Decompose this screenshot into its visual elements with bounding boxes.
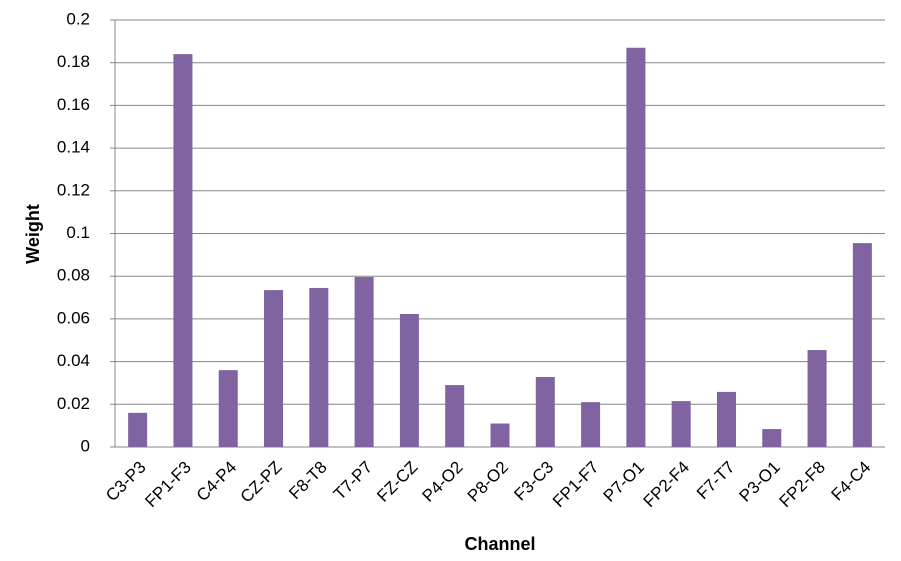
y-tick-label: 0.06 (57, 308, 90, 327)
bar (354, 277, 374, 447)
x-tick-label: CZ-PZ (237, 458, 286, 507)
bar (535, 376, 555, 447)
bar (671, 401, 691, 447)
y-tick-label: 0.1 (66, 223, 90, 242)
x-tick-label: FZ-CZ (373, 458, 421, 506)
y-axis-title: Weight (23, 204, 43, 264)
x-tick-label: T7-P7 (330, 458, 376, 504)
bar (173, 54, 193, 447)
y-tick-label: 0.2 (66, 9, 90, 28)
bar (716, 391, 736, 447)
x-tick-label: F8-T8 (285, 458, 330, 503)
x-tick-label: FP2-F4 (640, 458, 694, 512)
y-tick-label: 0.08 (57, 266, 90, 285)
x-tick-label: FP1-F3 (141, 458, 195, 512)
y-tick-label: 0.12 (57, 180, 90, 199)
bar (128, 412, 148, 447)
x-tick-label: F4-C4 (828, 458, 875, 505)
x-tick-label: C4-P4 (193, 458, 241, 506)
x-tick-label: P4-O2 (419, 458, 467, 506)
bar (309, 287, 329, 447)
x-tick-label: FP1-F7 (549, 458, 603, 512)
bar (581, 402, 601, 447)
x-axis-title: Channel (464, 534, 535, 554)
y-tick-label: 0.18 (57, 52, 90, 71)
y-tick-label: 0 (81, 436, 90, 455)
bar (807, 350, 827, 447)
bar (218, 370, 238, 447)
bar (490, 423, 510, 447)
bar (445, 385, 465, 447)
x-tick-label: P8-O2 (464, 458, 512, 506)
bar (264, 290, 284, 447)
y-tick-label: 0.14 (57, 138, 90, 157)
x-tick-label: FP2-F8 (776, 458, 830, 512)
bar (852, 243, 872, 447)
bar (762, 429, 782, 447)
bar (399, 313, 419, 447)
y-tick-label: 0.02 (57, 394, 90, 413)
y-tick-label: 0.16 (57, 95, 90, 114)
x-tick-label: F7-T7 (693, 458, 738, 503)
y-tick-label: 0.04 (57, 351, 90, 370)
bar (626, 47, 646, 447)
